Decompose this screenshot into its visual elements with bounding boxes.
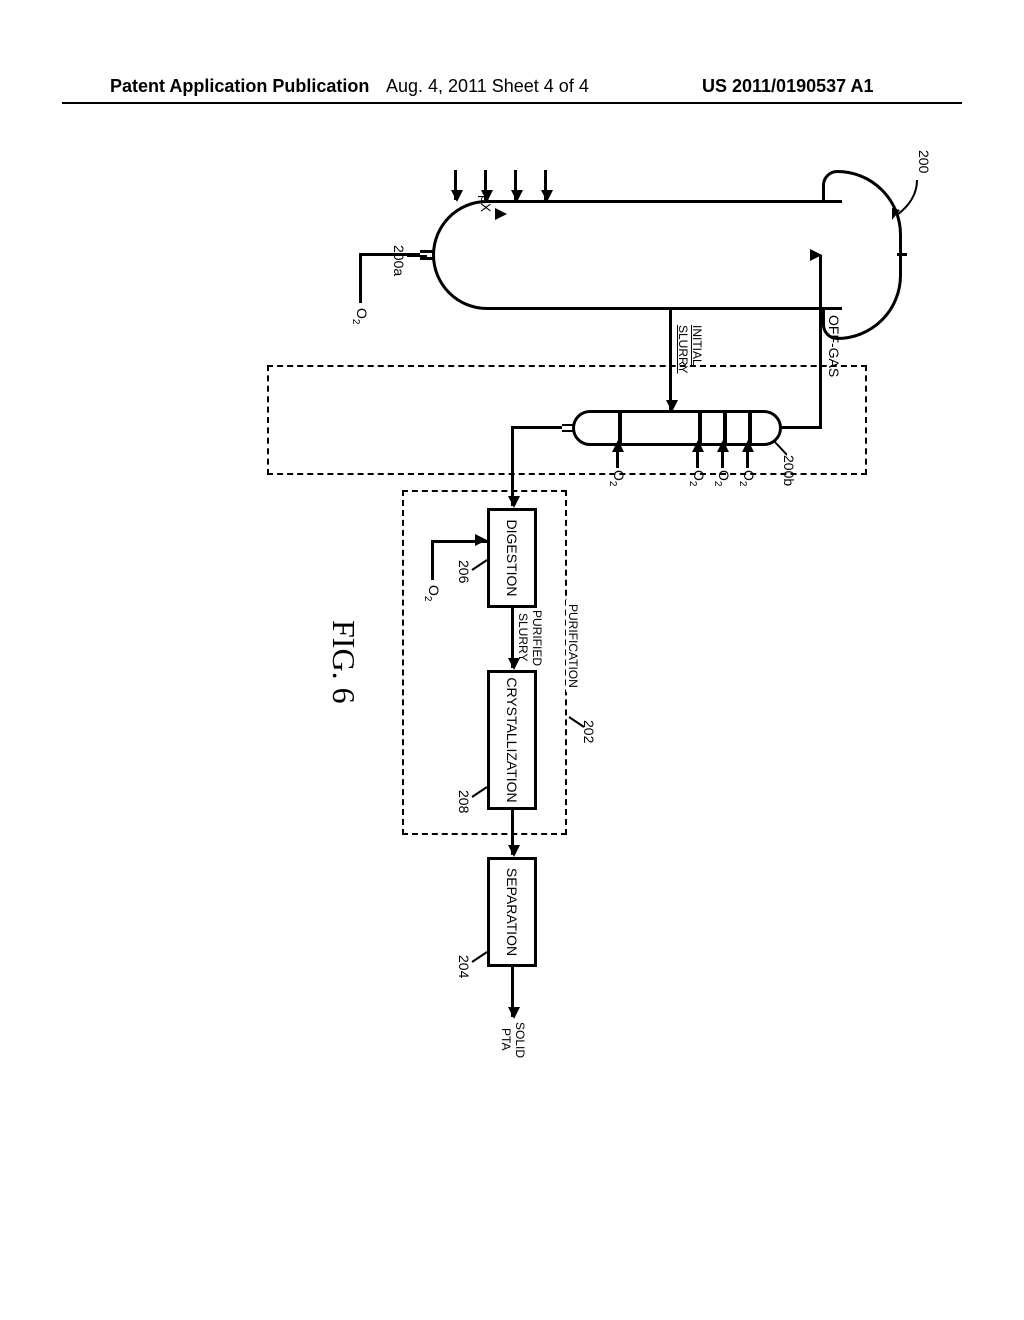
header-rule — [62, 102, 962, 104]
page: Patent Application Publication Aug. 4, 2… — [0, 0, 1024, 1320]
fig-label: FIG. 6 — [325, 620, 362, 704]
to-dig-v — [512, 426, 562, 429]
o2-main-label: O2 — [350, 308, 370, 324]
purification-dashbox — [402, 490, 567, 835]
solid-2: PTA — [499, 1028, 513, 1050]
px-arrow-4 — [451, 190, 463, 202]
ref-202-leader — [566, 715, 584, 730]
separation-box: SEPARATION — [487, 857, 537, 967]
ref-200a: 200a — [391, 245, 407, 276]
to-sep-arrow — [508, 845, 520, 857]
purification-label: PURIFICATION — [566, 600, 580, 692]
ref-200: 200 — [916, 150, 932, 173]
ref-204-leader — [469, 950, 487, 965]
vessel-main-body — [432, 200, 842, 310]
offgas-into — [897, 253, 907, 256]
solid-arrow — [508, 1007, 520, 1019]
px-arrow-2 — [511, 190, 523, 202]
diagram: 200 200a O2 pX — [62, 160, 962, 1060]
outer-dashbox — [267, 365, 867, 475]
initial-slurry-1: INITIAL — [690, 325, 704, 366]
o2-main-line-h — [359, 253, 362, 303]
px-arrow-3 — [481, 190, 493, 202]
offgas-arrow-dummy — [810, 249, 822, 261]
solid-1: SOLID — [513, 1022, 527, 1058]
header-right: US 2011/0190537 A1 — [702, 76, 873, 97]
separation-label: SEPARATION — [504, 868, 520, 956]
px-arrow-1 — [541, 190, 553, 202]
px-arrow-label — [495, 208, 507, 220]
diagram-rotated: 200 200a O2 pX — [62, 160, 962, 1060]
o2-main-line — [360, 253, 420, 256]
header-left: Patent Application Publication — [110, 76, 369, 97]
ref-200-leader — [892, 180, 922, 230]
header-center: Aug. 4, 2011 Sheet 4 of 4 — [386, 76, 589, 97]
